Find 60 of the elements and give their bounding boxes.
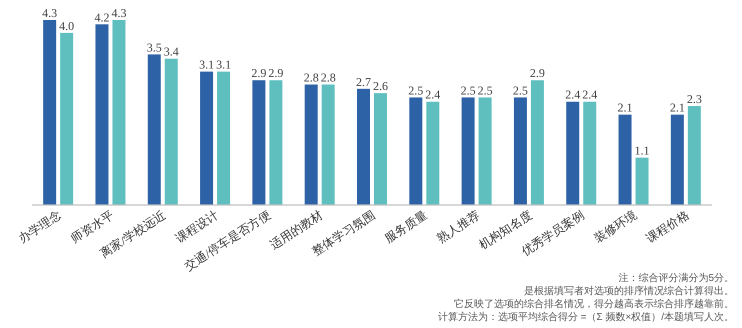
bar <box>636 158 649 205</box>
data-label: 2.9 <box>251 66 266 80</box>
data-label: 2.8 <box>320 70 336 85</box>
x-tick-label: 服务质量 <box>382 208 430 246</box>
data-label: 3.5 <box>146 40 162 54</box>
bar <box>514 97 527 205</box>
bar <box>148 54 161 205</box>
data-label: 3.1 <box>216 58 232 72</box>
bar <box>618 114 632 205</box>
bar <box>164 58 178 205</box>
x-tick-label: 装修环境 <box>591 208 640 246</box>
data-label: 2.1 <box>670 100 685 115</box>
data-label: 2.5 <box>478 83 493 98</box>
data-label: 4.3 <box>42 6 58 20</box>
text: 注：综合评分满分为5分。 <box>618 272 734 284</box>
bar <box>217 72 230 205</box>
text: 是根据填写者对选项的排序情况综合计算得出。 <box>524 285 734 297</box>
x-tick-label: 课程价格 <box>644 208 692 246</box>
text: 它反映了选项的综合排名情况，得分越高表示综合排序越靠前。 <box>454 298 734 310</box>
data-label: 2.4 <box>582 88 598 102</box>
bar <box>357 88 370 205</box>
data-label: 2.4 <box>565 88 580 102</box>
bar <box>252 80 266 205</box>
bar <box>409 97 422 205</box>
data-label: 4.3 <box>111 6 126 20</box>
bar <box>583 102 596 205</box>
data-label: 2.1 <box>618 100 633 115</box>
bar <box>462 97 475 205</box>
data-label: 2.5 <box>460 83 476 98</box>
bar <box>478 97 492 205</box>
data-label: 3.4 <box>164 44 179 59</box>
bar <box>566 102 580 205</box>
data-label: 4.0 <box>59 18 74 33</box>
data-label: 2.4 <box>425 88 440 102</box>
data-label: 2.5 <box>408 83 424 98</box>
data-label: 2.9 <box>530 66 545 80</box>
x-tick-label: 办学理念 <box>16 208 64 246</box>
bar <box>530 80 544 205</box>
bar <box>688 106 701 205</box>
bar <box>304 84 318 205</box>
data-label: 2.9 <box>268 66 284 80</box>
data-label: 2.7 <box>356 74 371 89</box>
bar <box>269 80 282 205</box>
data-label: 4.2 <box>94 10 110 24</box>
bar <box>426 102 440 205</box>
bar <box>200 72 214 205</box>
data-label: 3.1 <box>199 58 214 72</box>
data-label: 2.5 <box>512 83 528 98</box>
data-label: 2.3 <box>686 92 702 106</box>
bar <box>322 84 335 205</box>
bar <box>43 20 56 205</box>
bar <box>60 32 74 205</box>
bar <box>95 24 108 205</box>
data-label: 2.8 <box>304 70 319 85</box>
data-label: 1.1 <box>634 144 650 158</box>
text: 计算方法为：选项平均综合得分 =（Σ 频数×权值）/本题填写人次。 <box>438 311 734 323</box>
bar <box>670 114 684 205</box>
bar <box>374 93 387 205</box>
data-label: 2.6 <box>373 79 388 94</box>
bar <box>112 20 126 205</box>
